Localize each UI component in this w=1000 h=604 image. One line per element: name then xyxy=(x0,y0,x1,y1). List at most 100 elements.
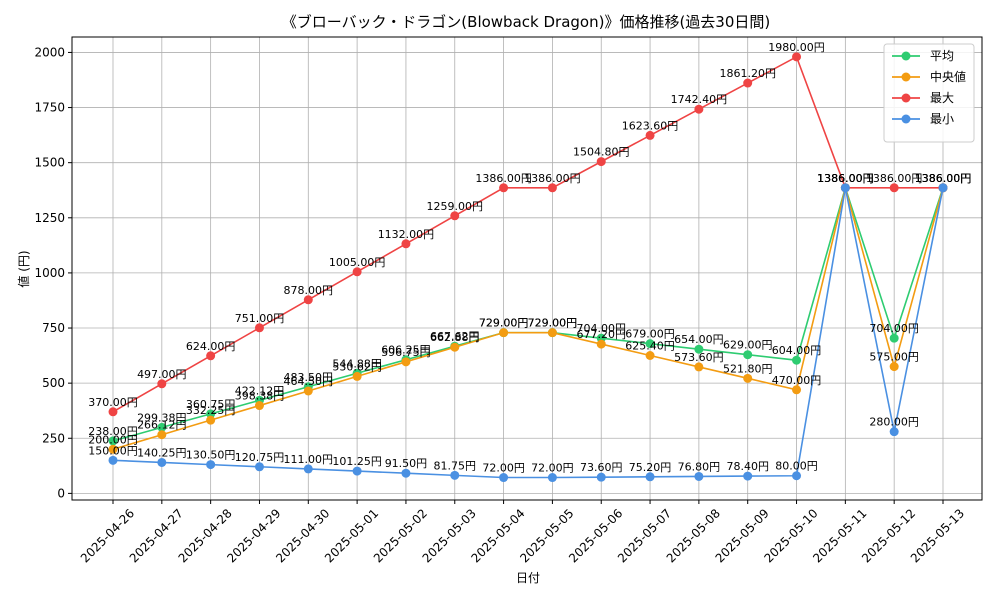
series-2-point xyxy=(352,371,362,381)
data-label: 130.50円 xyxy=(186,449,236,462)
data-label: 878.00円 xyxy=(284,284,334,297)
data-label: 629.00円 xyxy=(723,339,773,352)
series-2-point xyxy=(206,415,216,425)
data-label: 751.00円 xyxy=(235,312,285,325)
data-labels: 238.00円299.38円360.75円422.12円483.50円544.8… xyxy=(88,41,971,475)
series-2-point xyxy=(401,357,411,367)
data-label: 704.00円 xyxy=(869,322,919,335)
data-label: 573.60円 xyxy=(674,351,724,364)
data-label: 78.40円 xyxy=(726,460,769,473)
series-2-point xyxy=(743,373,753,383)
series-1-point xyxy=(108,436,118,446)
y-tick-label: 1500 xyxy=(34,156,65,170)
data-label: 575.00円 xyxy=(869,351,919,364)
data-label: 1386.00円 xyxy=(817,172,874,185)
legend-marker-3 xyxy=(901,93,911,103)
series-2-point xyxy=(889,362,899,372)
data-label: 398.38円 xyxy=(235,390,285,403)
series-4-point xyxy=(792,471,802,481)
data-label: 470.00円 xyxy=(772,374,822,387)
series-2-point xyxy=(792,385,802,395)
data-label: 280.00円 xyxy=(869,416,919,429)
y-tick-label: 500 xyxy=(42,376,65,390)
data-label: 729.00円 xyxy=(528,317,578,330)
data-label: 150.00円 xyxy=(88,444,138,457)
data-label: 111.00円 xyxy=(284,453,334,466)
series-2-point xyxy=(596,339,606,349)
series-1-point xyxy=(792,355,802,365)
data-label: 729.00円 xyxy=(479,317,529,330)
series-2-point xyxy=(303,386,313,396)
legend-marker-1 xyxy=(901,51,911,61)
data-label: 299.38円 xyxy=(137,411,187,424)
series-3-point xyxy=(792,52,802,62)
data-label: 530.62円 xyxy=(332,360,382,373)
series-2-point xyxy=(499,328,509,338)
series-2-point xyxy=(254,401,264,411)
series-1-point xyxy=(157,422,167,432)
data-label: 1623.60円 xyxy=(622,119,679,132)
plot-area xyxy=(71,36,983,501)
data-label: 1980.00円 xyxy=(768,41,825,54)
series-1-point xyxy=(743,350,753,360)
series-2-point xyxy=(547,328,557,338)
series-4-point xyxy=(743,471,753,481)
y-tick-label: 250 xyxy=(42,431,65,445)
y-tick-label: 1250 xyxy=(34,211,65,225)
series-4-point xyxy=(840,183,850,193)
series-3-point xyxy=(157,379,167,389)
data-label: 1132.00円 xyxy=(378,228,435,241)
data-label: 120.75円 xyxy=(235,451,285,464)
series-line-4 xyxy=(112,187,944,479)
data-label: 729.00円 xyxy=(528,317,578,330)
series-4-point xyxy=(108,455,118,465)
y-tick-label: 2000 xyxy=(34,45,65,59)
data-label: 91.50円 xyxy=(385,457,428,470)
data-label: 73.60円 xyxy=(580,461,623,474)
data-label: 422.12円 xyxy=(235,384,285,397)
series-3-point xyxy=(108,407,118,417)
series-group xyxy=(108,52,948,483)
legend-label-1: 平均 xyxy=(930,49,954,63)
data-label: 1386.00円 xyxy=(866,172,923,185)
data-label: 1861.20円 xyxy=(719,67,776,80)
series-1-point xyxy=(645,339,655,349)
series-4-point xyxy=(303,464,313,474)
series-3-point xyxy=(743,78,753,88)
data-label: 497.00円 xyxy=(137,368,187,381)
series-3-point xyxy=(694,104,704,114)
series-4-point xyxy=(547,473,557,483)
data-label: 266.12円 xyxy=(137,419,187,432)
series-3-point xyxy=(254,323,264,333)
legend-label-3: 最大 xyxy=(930,91,954,105)
data-label: 662.88円 xyxy=(430,331,480,344)
data-label: 704.00円 xyxy=(576,322,626,335)
y-axis-title: 値 (円) xyxy=(16,250,31,287)
series-3-point xyxy=(596,157,606,167)
data-label: 679.00円 xyxy=(625,328,675,341)
data-label: 544.88円 xyxy=(332,357,382,370)
series-3-point xyxy=(889,183,899,193)
series-4-point xyxy=(596,472,606,482)
series-3-point xyxy=(352,267,362,277)
data-label: 1386.00円 xyxy=(817,172,874,185)
series-3-point xyxy=(499,183,509,193)
series-4-point xyxy=(889,427,899,437)
y-tick-label: 1000 xyxy=(34,266,65,280)
data-label: 332.25円 xyxy=(186,404,236,417)
series-4-point xyxy=(352,466,362,476)
series-4-point xyxy=(157,457,167,467)
series-3-point xyxy=(401,239,411,249)
series-4-point xyxy=(254,462,264,472)
y-axis-ticks: 0 250 500 750 1000 1250 1500 1750 2000 xyxy=(34,45,72,500)
series-2-point xyxy=(645,350,655,360)
legend-marker-4 xyxy=(901,114,911,124)
data-label: 72.00円 xyxy=(482,462,525,475)
data-label: 625.40円 xyxy=(625,339,675,352)
y-tick-label: 0 xyxy=(57,486,65,500)
series-4-point xyxy=(450,470,460,480)
data-label: 80.00円 xyxy=(775,460,818,473)
